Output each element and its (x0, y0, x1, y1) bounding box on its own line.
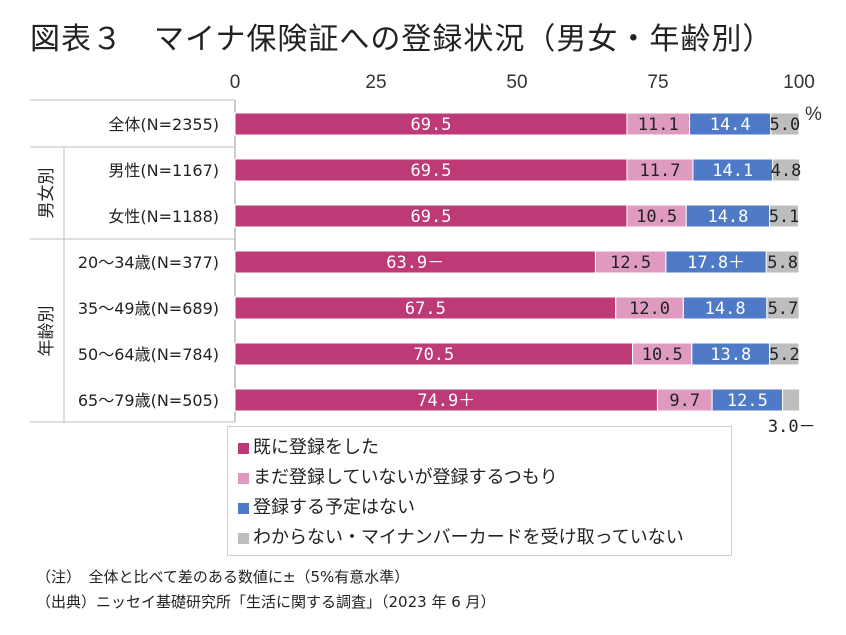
bar-segment (769, 204, 799, 228)
legend-item-plan-to-register: まだ登録していないが登録するつもり (238, 463, 721, 493)
data-label: 17.8＋ (687, 253, 745, 273)
legend-item-no-plan: 登録する予定はない (238, 493, 721, 523)
category-label: 全体(N=2355) (108, 115, 219, 134)
data-label: 10.5 (642, 345, 683, 365)
data-label: 69.5 (411, 161, 452, 181)
bar-segment (765, 250, 800, 274)
bar-segment (771, 158, 801, 182)
x-tick-label: 25 (365, 72, 386, 93)
data-label: 14.4 (710, 115, 751, 135)
legend-label: わからない・マイナンバーカードを受け取っていない (253, 527, 684, 548)
legend-label: まだ登録していないが登録するつもり (253, 467, 558, 488)
category-label: 女性(N=1188) (108, 207, 219, 226)
data-label: 11.7 (639, 161, 680, 181)
data-label: 5.1 (769, 207, 800, 227)
group-label: 男女別 (37, 168, 57, 219)
data-label: 69.5 (411, 207, 452, 227)
legend-label: 登録する予定はない (253, 497, 415, 518)
category-label: 50～64歳(N=784) (78, 345, 219, 364)
data-label: 14.8 (705, 299, 746, 319)
data-label: 12.5 (610, 253, 651, 273)
data-label: 70.5 (413, 345, 454, 365)
legend-swatch (238, 472, 249, 484)
data-label: 4.8 (771, 161, 802, 181)
category-label: 35～49歳(N=689) (78, 299, 219, 318)
data-label: 5.7 (768, 299, 799, 319)
legend-swatch (238, 442, 249, 454)
data-label: 3.0－ (768, 417, 816, 437)
data-label: 10.5 (636, 207, 677, 227)
data-label: 14.8 (707, 207, 748, 227)
bar-segment (770, 112, 800, 136)
x-tick-label: 50 (506, 72, 527, 93)
group-label: 年齢別 (37, 306, 57, 357)
legend: 既に登録をした まだ登録していないが登録するつもり 登録する予定はない わからな… (227, 426, 732, 556)
legend-swatch (238, 502, 249, 514)
bar-segment (782, 388, 801, 412)
data-label: 11.1 (638, 115, 679, 135)
legend-item-registered: 既に登録をした (238, 433, 721, 463)
data-label: 5.8 (767, 253, 798, 273)
legend-item-unknown: わからない・マイナンバーカードを受け取っていない (238, 523, 721, 553)
unit-label: % (805, 104, 822, 125)
data-label: 14.1 (712, 161, 753, 181)
bar-segment (769, 342, 800, 366)
data-label: 12.5 (727, 391, 768, 411)
bar-segment (766, 296, 800, 320)
category-label: 20～34歳(N=377) (78, 253, 219, 272)
footnote-significance: （注） 全体と比べて差のある数値に±（5%有意水準） (36, 568, 410, 586)
footnote-source: （出典）ニッセイ基礎研究所「生活に関する調査」（2023 年 6 月） (36, 593, 496, 611)
data-label: 63.9－ (386, 253, 444, 273)
legend-label: 既に登録をした (253, 437, 379, 458)
data-label: 12.0 (629, 299, 670, 319)
data-label: 5.0 (770, 115, 801, 135)
data-label: 74.9＋ (417, 391, 475, 411)
data-label: 9.7 (669, 391, 700, 411)
legend-swatch (238, 532, 249, 544)
x-tick-label: 0 (230, 72, 241, 93)
data-label: 69.5 (411, 115, 452, 135)
chart-title: 図表３ マイナ保険証への登録状況（男女・年齢別） (30, 22, 774, 57)
data-label: 5.2 (769, 345, 800, 365)
data-label: 67.5 (405, 299, 446, 319)
category-label: 男性(N=1167) (108, 161, 219, 180)
category-label: 65～79歳(N=505) (78, 391, 219, 410)
x-tick-label: 75 (647, 72, 668, 93)
x-tick-label: 100 (783, 72, 815, 93)
data-label: 13.8 (710, 345, 751, 365)
